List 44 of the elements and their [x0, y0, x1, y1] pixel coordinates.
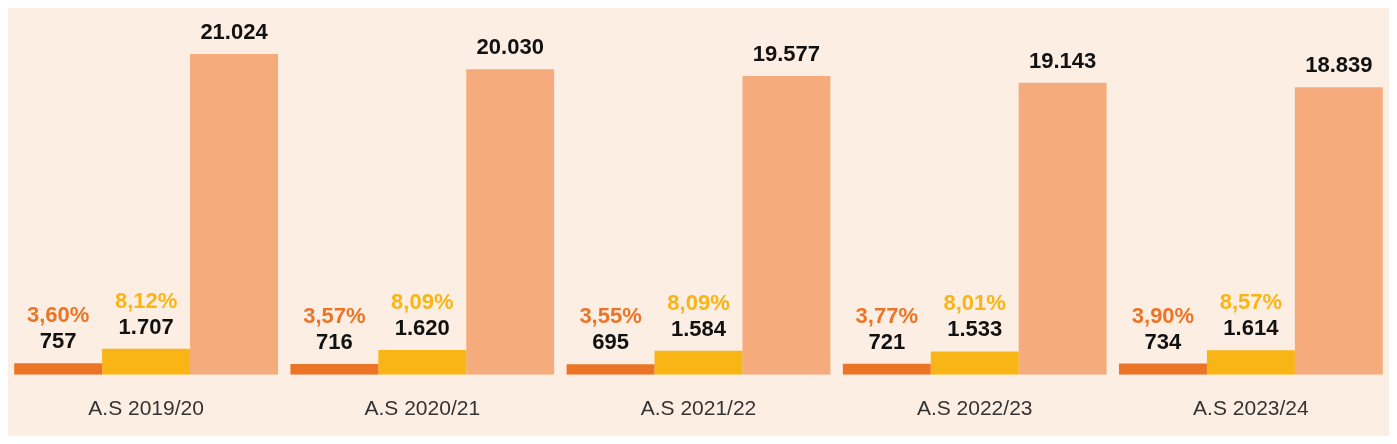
data-label: 20.030: [476, 34, 544, 60]
bar: [930, 351, 1019, 375]
annotation: 8,57%: [1219, 289, 1283, 315]
x-tick-label: A.S 2019/20: [88, 396, 204, 420]
annotation: 8,12%: [114, 287, 178, 313]
x-tick-label: A.S 2020/21: [364, 396, 481, 420]
x-tick-label: A.S 2022/23: [916, 396, 1033, 420]
data-label: 19.577: [752, 41, 821, 67]
data-label: 716: [316, 328, 353, 354]
annotation: 3,55%: [579, 303, 642, 329]
data-label: 1.614: [1223, 315, 1280, 341]
data-label: 757: [39, 328, 77, 354]
data-label: 1.584: [670, 315, 727, 341]
annotation: 8,09%: [667, 289, 730, 315]
bar: [466, 69, 555, 375]
bar: [378, 350, 467, 375]
data-label: 1.620: [394, 315, 450, 341]
bar: [654, 350, 743, 375]
annotation: 3,57%: [303, 302, 366, 328]
bar: [1018, 82, 1107, 375]
annotation: 8,01%: [943, 290, 1006, 316]
bar: [566, 364, 655, 375]
bar: [742, 76, 831, 375]
data-label: 695: [592, 329, 629, 355]
data-label: 734: [1144, 328, 1183, 354]
bar: [14, 363, 103, 375]
bar: [190, 54, 278, 375]
data-label: 21.024: [200, 19, 269, 45]
bar: [102, 348, 191, 375]
data-label: 1.533: [947, 316, 1003, 342]
data-label: 18.839: [1305, 52, 1373, 78]
annotation: 3,77%: [855, 302, 918, 328]
x-tick-label: A.S 2021/22: [640, 396, 757, 420]
bar: [290, 363, 379, 375]
data-label: 721: [868, 328, 906, 354]
data-label: 1.707: [118, 313, 174, 339]
data-label: 19.143: [1028, 47, 1097, 73]
bar: [842, 363, 931, 375]
bar: [1294, 87, 1383, 375]
annotation: 3,90%: [1131, 302, 1195, 328]
annotation: 8,09%: [391, 289, 454, 315]
x-tick-label: A.S 2023/24: [1193, 396, 1310, 420]
annotation: 3,60%: [26, 302, 90, 328]
bar: [1206, 350, 1295, 375]
